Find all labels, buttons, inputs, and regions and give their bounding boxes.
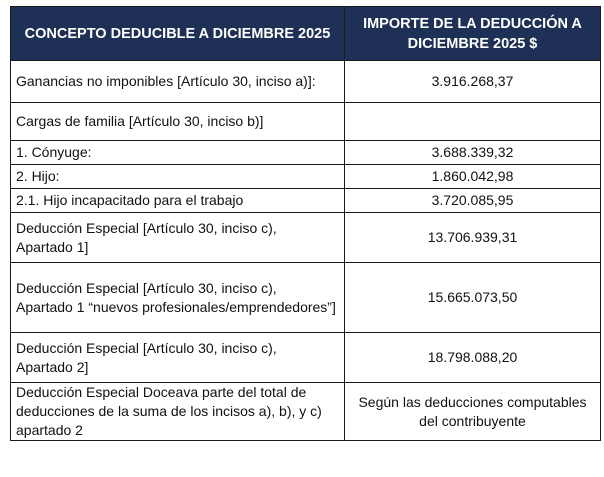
table-row: Ganancias no imponibles [Artículo 30, in… (10, 60, 601, 103)
row-concept: Ganancias no imponibles [Artículo 30, in… (10, 60, 345, 103)
row-amount: 1.860.042,98 (344, 164, 601, 189)
table-row: 1. Cónyuge: 3.688.339,32 (10, 140, 601, 165)
header-concept: CONCEPTO DEDUCIBLE A DICIEMBRE 2025 (10, 6, 345, 61)
row-concept: 1. Cónyuge: (10, 140, 345, 165)
row-concept: Deducción Especial [Artículo 30, inciso … (10, 332, 345, 383)
header-amount: IMPORTE DE LA DEDUCCIÓN A DICIEMBRE 2025… (344, 6, 601, 61)
row-amount: 13.706.939,31 (344, 212, 601, 263)
row-amount: 15.665.073,50 (344, 262, 601, 333)
table-row: 2.1. Hijo incapacitado para el trabajo 3… (10, 188, 601, 213)
row-concept: Deducción Especial Doceava parte del tot… (10, 382, 345, 441)
row-amount: Según las deducciones computables del co… (344, 382, 601, 441)
deductions-table: CONCEPTO DEDUCIBLE A DICIEMBRE 2025 IMPO… (10, 6, 601, 441)
row-concept: Cargas de familia [Artículo 30, inciso b… (10, 102, 345, 141)
row-amount: 3.720.085,95 (344, 188, 601, 213)
table-row: Deducción Especial Doceava parte del tot… (10, 382, 601, 441)
row-amount: 18.798.088,20 (344, 332, 601, 383)
table-row: 2. Hijo: 1.860.042,98 (10, 164, 601, 189)
table-row: Deducción Especial [Artículo 30, inciso … (10, 332, 601, 383)
row-concept: Deducción Especial [Artículo 30, inciso … (10, 262, 345, 333)
row-amount: 3.688.339,32 (344, 140, 601, 165)
table-header-row: CONCEPTO DEDUCIBLE A DICIEMBRE 2025 IMPO… (10, 6, 601, 61)
table-row: Cargas de familia [Artículo 30, inciso b… (10, 102, 601, 141)
table-row: Deducción Especial [Artículo 30, inciso … (10, 262, 601, 333)
row-concept: 2. Hijo: (10, 164, 345, 189)
table-row: Deducción Especial [Artículo 30, inciso … (10, 212, 601, 263)
row-concept: Deducción Especial [Artículo 30, inciso … (10, 212, 345, 263)
row-amount: 3.916.268,37 (344, 60, 601, 103)
row-concept: 2.1. Hijo incapacitado para el trabajo (10, 188, 345, 213)
row-amount (344, 102, 601, 141)
